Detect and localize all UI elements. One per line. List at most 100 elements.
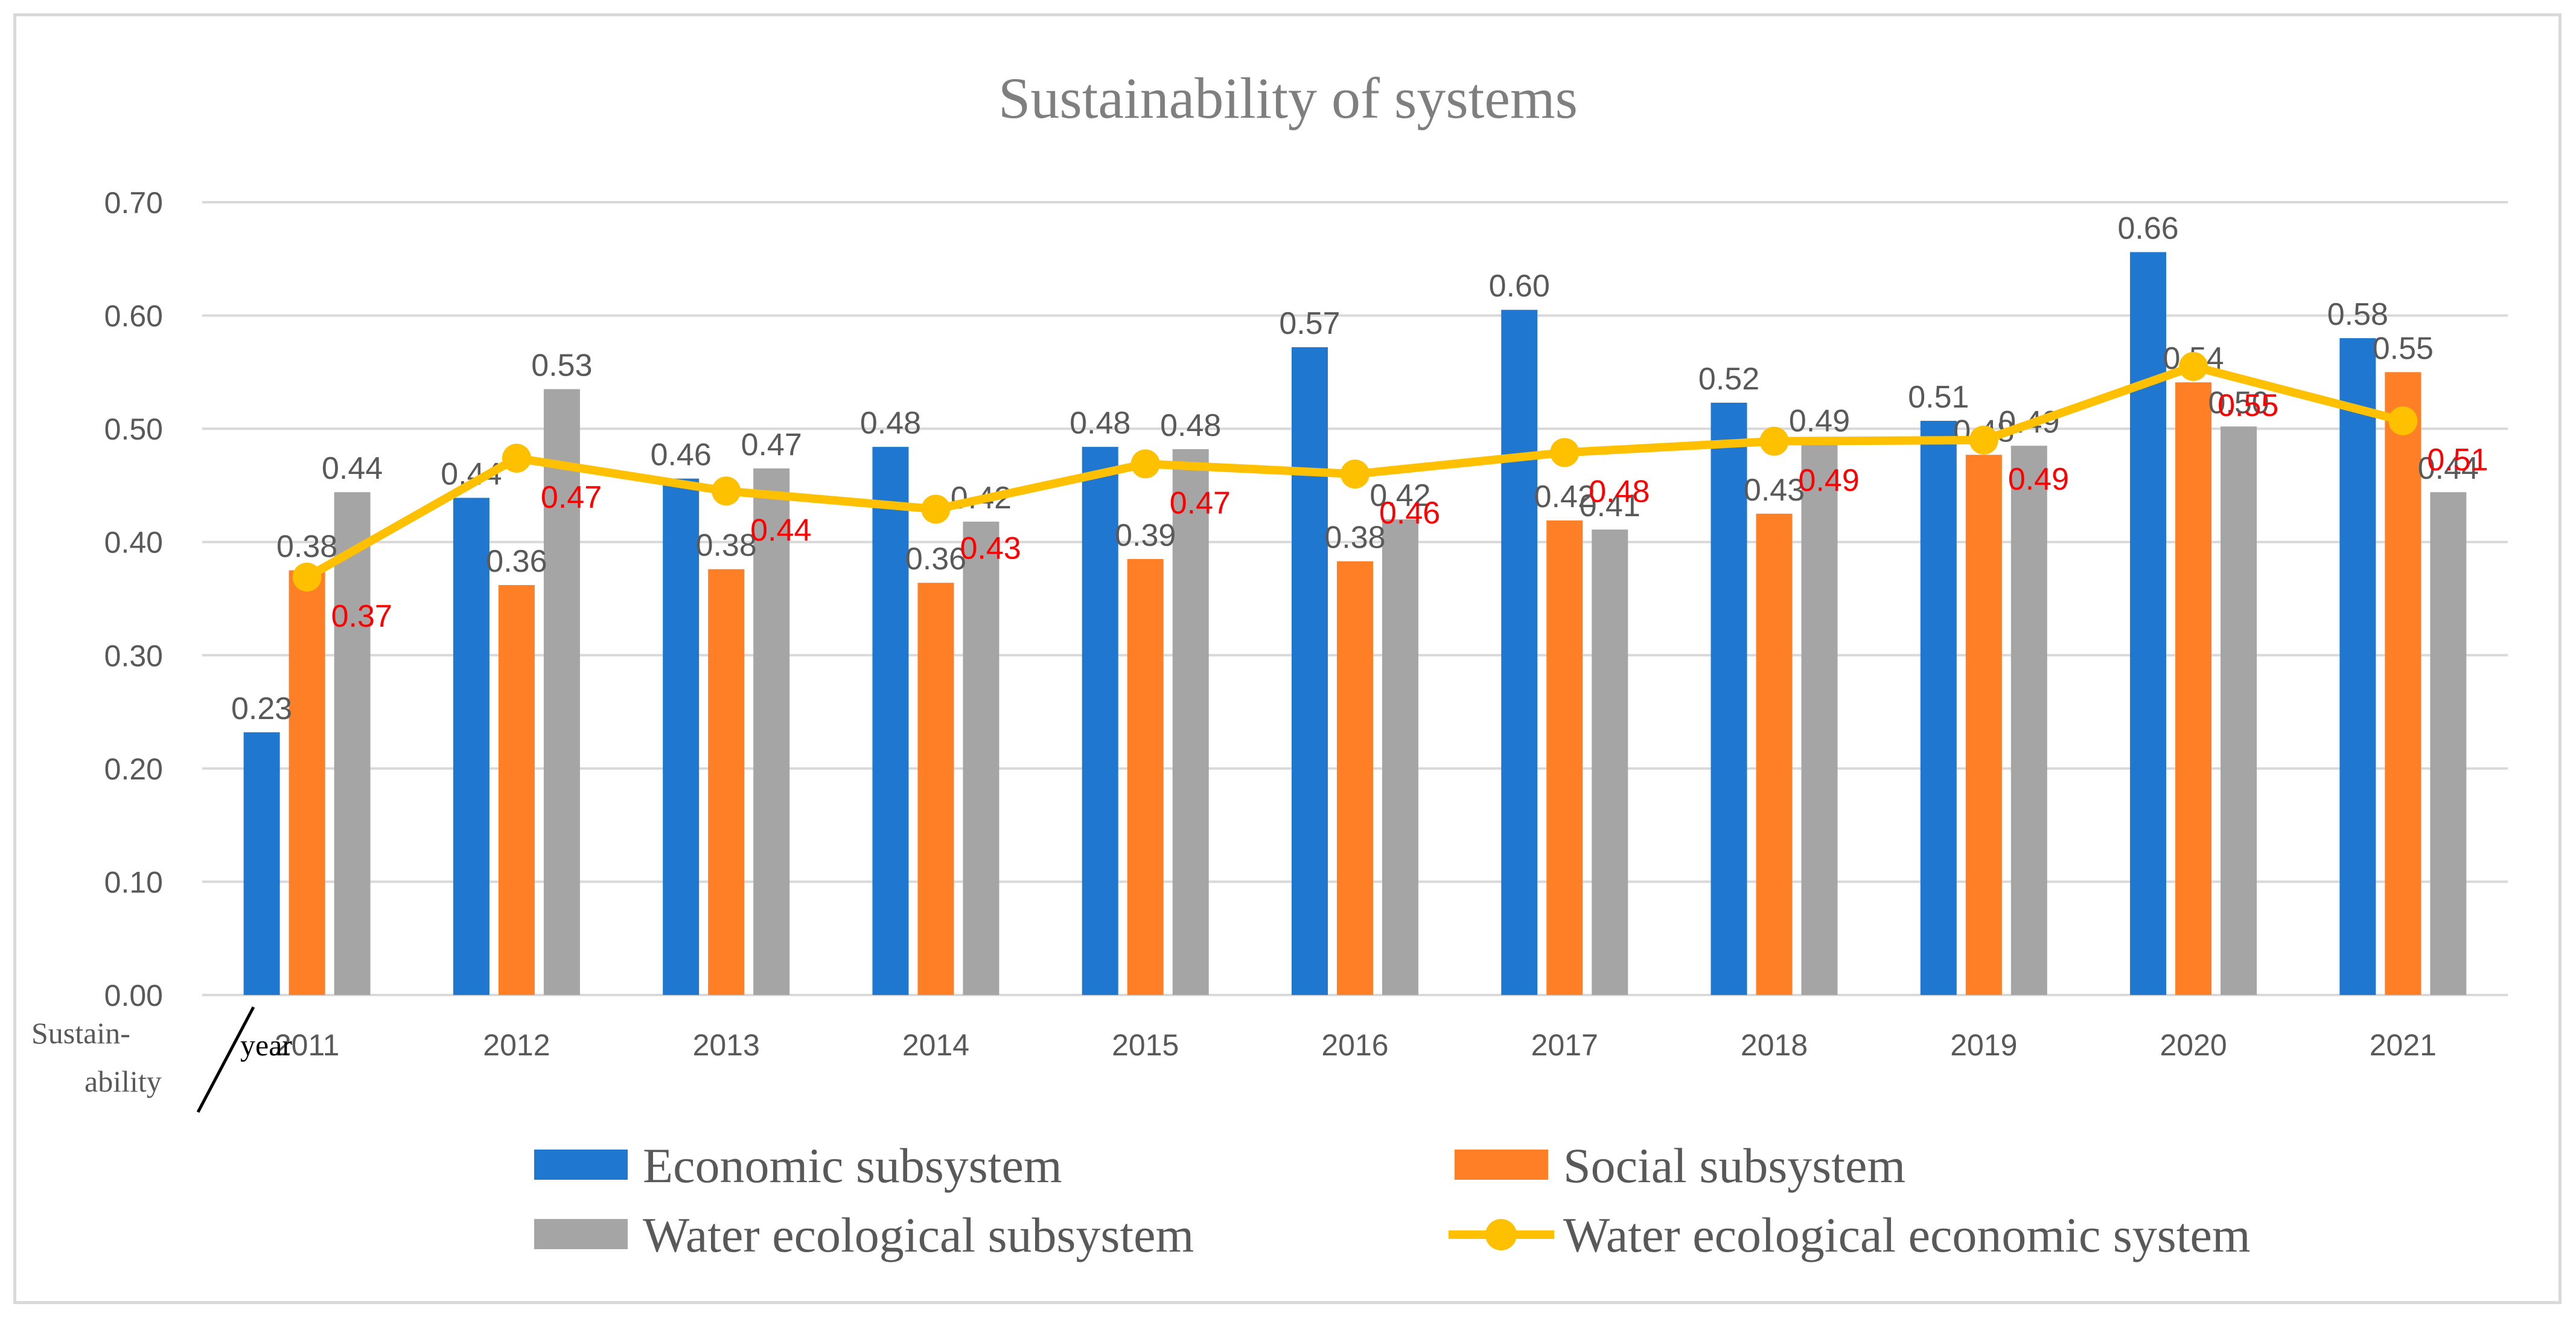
bar-economic-subsystem: [1710, 403, 1747, 995]
bar-economic-subsystem: [1920, 421, 1957, 995]
x-tick-label: 2014: [902, 1028, 969, 1062]
bar-data-label: 0.47: [741, 427, 802, 462]
bar-water-ecological-subsystem: [2010, 446, 2047, 995]
bar-data-label: 0.44: [322, 451, 383, 486]
legend-label: Social subsystem: [1563, 1138, 1905, 1193]
bar-economic-subsystem: [663, 478, 700, 995]
y-tick-label: 0.20: [104, 752, 163, 786]
x-tick-label: 2015: [1112, 1028, 1179, 1062]
bar-water-ecological-subsystem: [1382, 519, 1418, 995]
y-tick-label: 0.60: [104, 299, 163, 333]
bar-data-label: 0.48: [860, 406, 921, 441]
bar-data-label: 0.38: [276, 529, 337, 565]
bar-data-labels: 0.23 0.44 0.46 0.48 0.48 0.57 0.60 0.52 0.51 0.66…: [231, 211, 2479, 726]
legend-swatch-marker: [1485, 1219, 1517, 1250]
legend: Economic subsystem Social subsystem Water …: [534, 1138, 2251, 1262]
bar-data-label: 0.53: [531, 348, 592, 383]
system-line: 0.37 0.47 0.44 0.43 0.47 0.46 0.48 0.49 0.49 0.55…: [292, 351, 2488, 634]
chart-title: Sustainability of systems: [998, 66, 1578, 130]
x-tick-label: 2016: [1321, 1028, 1388, 1062]
legend-label: Water ecological subsystem: [643, 1208, 1194, 1262]
bar-social-subsystem: [917, 583, 954, 995]
bar-data-label: 0.55: [2373, 331, 2434, 366]
bar-water-ecological-subsystem: [2221, 426, 2257, 995]
line-data-label: 0.43: [960, 531, 1021, 566]
bar-social-subsystem: [708, 569, 745, 995]
bar-water-ecological-subsystem: [1592, 529, 1628, 995]
bar-social-subsystem: [1965, 455, 2002, 995]
x-tick-label: 2012: [483, 1028, 550, 1062]
line-data-label: 0.37: [331, 599, 392, 634]
bar-social-subsystem: [1127, 558, 1164, 995]
bar-data-label: 0.43: [1744, 473, 1805, 508]
line-point: [1130, 449, 1160, 479]
bars: [243, 252, 2467, 995]
bar-data-label: 0.66: [2117, 211, 2178, 246]
corner-label-right: year: [240, 1028, 292, 1062]
bar-data-label: 0.58: [2327, 297, 2388, 332]
line-point: [1969, 425, 1998, 455]
bar-data-label: 0.57: [1279, 306, 1340, 341]
bar-data-label: 0.36: [486, 544, 547, 579]
bar-data-label: 0.23: [231, 691, 292, 726]
bar-data-label: 0.42: [1534, 479, 1595, 514]
line-data-label: 0.49: [1799, 463, 1860, 498]
bar-economic-subsystem: [1501, 310, 1538, 995]
bar-data-label: 0.49: [1789, 403, 1850, 438]
x-tick-label: 2011: [275, 1028, 340, 1062]
line-point: [502, 443, 531, 473]
y-tick-label: 0.70: [104, 186, 163, 220]
line-point: [292, 562, 322, 592]
y-tick-label: 0.00: [104, 979, 163, 1012]
bar-economic-subsystem: [453, 497, 489, 995]
bar-water-ecological-subsystem: [1172, 449, 1209, 995]
bar-data-label: 0.46: [651, 438, 712, 473]
line-point: [1759, 426, 1789, 456]
bar-social-subsystem: [2385, 372, 2421, 995]
bar-data-label: 0.51: [1908, 380, 1969, 415]
bar-economic-subsystem: [2339, 338, 2376, 995]
bar-economic-subsystem: [2130, 252, 2167, 995]
bar-social-subsystem: [498, 584, 535, 995]
axis-corner-label: Sustain- ability year: [31, 1006, 292, 1113]
legend-swatch: [1455, 1150, 1548, 1180]
line-data-label: 0.48: [1589, 475, 1650, 510]
bar-data-label: 0.41: [1580, 488, 1640, 523]
bar-data-label: 0.48: [1070, 406, 1130, 441]
bar-water-ecological-subsystem: [2430, 492, 2467, 995]
bar-water-ecological-subsystem: [334, 492, 371, 995]
line-data-label: 0.47: [1170, 485, 1231, 520]
line-point: [2388, 406, 2418, 436]
bar-data-label: 0.38: [1324, 520, 1385, 555]
line-data-label: 0.44: [750, 513, 811, 548]
bar-data-label: 0.36: [905, 542, 966, 577]
x-tick-label: 2018: [1741, 1028, 1808, 1062]
line-data-label: 0.49: [2008, 462, 2069, 497]
bar-data-label: 0.60: [1489, 269, 1550, 304]
legend-swatch: [534, 1150, 628, 1180]
bar-data-label: 0.48: [1160, 408, 1221, 443]
bar-data-label: 0.44: [2418, 451, 2479, 486]
bar-data-label: 0.50: [2208, 385, 2269, 420]
x-tick-label: 2021: [2370, 1028, 2437, 1062]
bar-economic-subsystem: [872, 447, 909, 995]
y-axis-ticks: 0.00 0.10 0.20 0.30 0.40 0.50 0.60 0.70: [104, 186, 163, 1012]
line-data-label: 0.51: [2427, 443, 2488, 478]
bar-water-ecological-subsystem: [963, 521, 999, 995]
line-data-label: 0.47: [541, 480, 602, 515]
line-point: [2179, 351, 2208, 381]
legend-swatch: [534, 1219, 628, 1249]
line-data-label: 0.55: [2217, 388, 2278, 423]
x-tick-label: 2013: [693, 1028, 760, 1062]
corner-diagonal: [196, 1006, 255, 1113]
bar-social-subsystem: [1756, 513, 1793, 995]
bar-data-label: 0.39: [1115, 518, 1176, 553]
bar-economic-subsystem: [243, 732, 280, 995]
line-point: [1341, 459, 1369, 489]
line-point: [921, 494, 951, 524]
line-point: [1550, 438, 1580, 467]
legend-label: Water ecological economic system: [1563, 1208, 2251, 1262]
x-tick-label: 2017: [1531, 1028, 1598, 1062]
line-data-label: 0.46: [1379, 496, 1440, 531]
